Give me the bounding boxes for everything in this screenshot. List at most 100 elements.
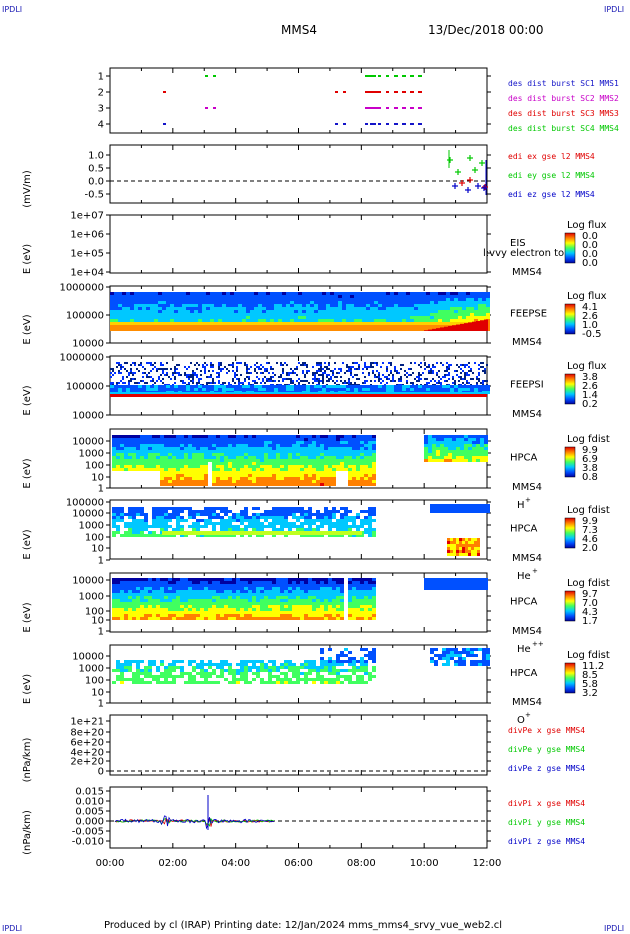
feepse-cell [234,310,238,313]
feepsi-cell [240,382,242,384]
hpca-h-cell [224,459,228,462]
feepsi-cell [296,374,298,376]
hpca-h-cell [228,477,232,480]
hpca-h-cell [192,444,196,447]
feepsi-cell [466,382,468,384]
feepsi-cell [130,368,132,370]
feepsi-cell [466,372,468,374]
ytick-label-hpca_h: 1 [98,484,104,495]
hpca-he-cell [300,510,304,513]
hpca-h-cell [368,435,372,438]
feepse-cell [286,313,290,316]
hpca-h-cell [196,465,200,468]
feepse-cell [274,304,278,307]
hpca-he-cell [192,528,196,531]
feepsi-cell [148,372,150,374]
feepsi-cell [460,364,462,366]
hpca-h-cell [168,471,172,474]
hpca-he-cell [224,510,228,513]
hpca-h-cell [440,435,444,438]
hpca-h-cell [276,450,280,453]
hpca-he-cell [450,553,453,556]
feepse-cell [138,319,142,322]
hpca-h-cell [288,453,292,456]
feepsi-cell [146,385,150,388]
hpca-h-cell [204,468,208,471]
hpca-he-cell [288,525,292,528]
feepsi-cell [190,374,192,376]
feepse-cell [134,295,138,298]
hpca-h-cell [292,474,296,477]
feepsi-cell [142,376,144,378]
feepsi-cell [484,368,486,370]
feepse-cell [294,316,298,319]
hpca-h-cell [260,444,264,447]
hpca-he-cell [140,510,144,513]
feepsi-cell [354,385,358,388]
hpca-h-cell [116,456,120,459]
hpca-h-cell [472,447,476,450]
hpca-h-cell [276,462,280,465]
feepsi-cell [398,388,402,391]
hpca-h-cell [176,456,180,459]
feepsi-cell [298,385,302,388]
feepse-cell [258,292,262,295]
hpca-h-cell [188,462,192,465]
feepsi-cell [410,362,412,364]
feepsi-cell [432,378,434,380]
feepse-cell [274,292,278,295]
hpca-h-cell [224,465,228,468]
feepse-cell [434,304,438,307]
feepse-cell [374,313,378,316]
feepse-cell [262,292,266,295]
hpca-h-cell [244,441,248,444]
hpca-h-cell [268,477,272,480]
ytick-label-hpca_o: 10000 [72,652,104,663]
feepsi-cell [162,388,166,391]
hpca-h-cell [452,456,456,459]
species-label-hpca_he: He [517,571,531,582]
hpca-h-cell [452,453,456,456]
hpca-h-cell [228,474,232,477]
feepsi-cell [154,366,156,368]
hpca-hepp-cell [120,605,124,608]
feepse-cell [374,310,378,313]
feepsi-cell [238,378,240,380]
hpca-h-cell [180,456,184,459]
hpca-h-cell [296,447,300,450]
hpca-h-cell [164,474,168,477]
hpca-h-cell [296,438,300,441]
feepsi-cell [298,378,300,380]
hpca-he-cell [324,522,328,525]
feepse-cell [402,301,406,304]
hpca-he-cell [336,534,340,537]
feepse-cell [174,295,178,298]
hpca-h-cell [180,459,184,462]
hpca-h-cell [344,435,348,438]
feepsi-cell [236,370,238,372]
hpca-hepp-cell [184,599,188,602]
feepsi-cell [142,385,146,388]
hpca-hepp-cell [144,599,148,602]
hpca-he-cell [284,510,288,513]
hpca-he-cell [356,513,360,516]
feepsi-cell [218,372,220,374]
feepsi-cell [390,364,392,366]
feepse-cell [238,301,242,304]
hpca-he-cell [272,513,276,516]
hpca-he-cell [204,519,208,522]
hpca-h-cell [216,438,220,441]
hpca-hepp-cell [120,611,124,614]
hpca-h-cell [144,465,148,468]
species-sup-hpca_o: + [525,711,531,719]
hpca-he-cell [248,534,252,537]
feepse-cell [206,295,210,298]
hpca-h-cell [364,450,368,453]
hpca-he-cell [156,507,160,510]
hpca-h-cell [176,480,180,483]
hpca-he-cell [486,504,490,507]
burst-mark [163,91,166,93]
feepse-cell [122,313,126,316]
feepsi-cell [358,368,360,370]
feepse-cell [386,292,390,295]
